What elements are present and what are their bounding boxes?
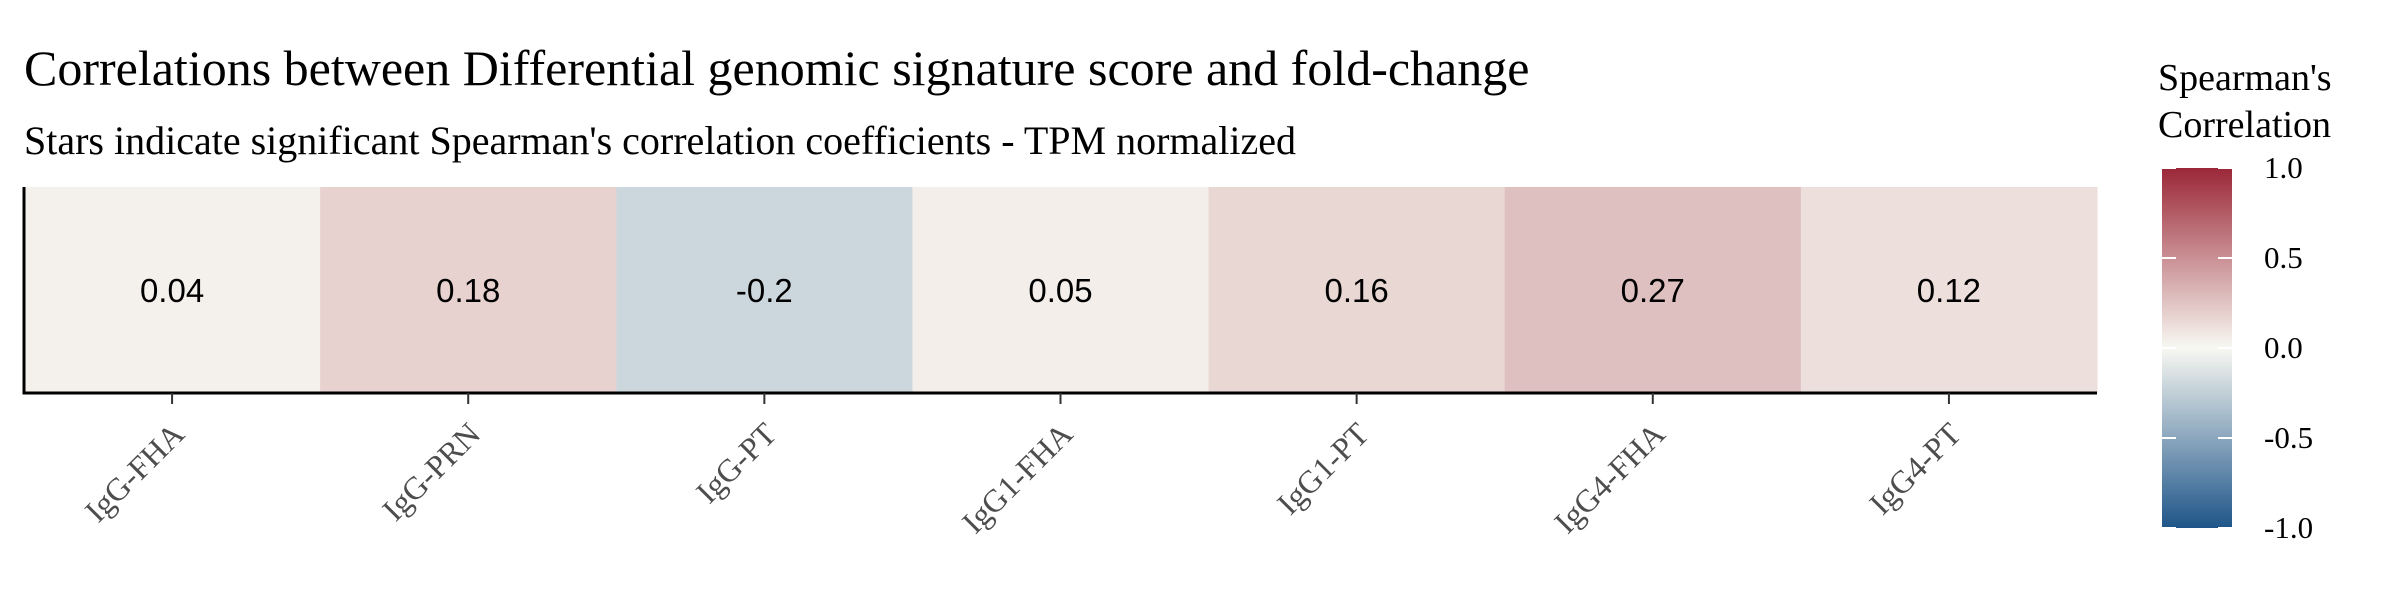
- legend-title-line-1: Spearman's: [2158, 57, 2332, 99]
- x-tick-label: IgG4-FHA: [1547, 415, 1672, 540]
- x-tick-label: IgG1-FHA: [955, 415, 1080, 540]
- legend-tick-label: 1.0: [2264, 150, 2303, 185]
- chart-title: Correlations between Differential genomi…: [24, 40, 1529, 96]
- heatmap-cell: [320, 187, 617, 393]
- x-tick-label: IgG1-PT: [1270, 415, 1376, 521]
- legend-tick-label: -1.0: [2264, 510, 2313, 545]
- cell-value-label: 0.18: [436, 272, 500, 309]
- heatmap-cell: [616, 187, 913, 393]
- legend-title-line-2: Correlation: [2158, 104, 2331, 146]
- legend-tick-label: 0.5: [2264, 240, 2303, 275]
- x-axis-ticks: IgG-FHA IgG-PRN IgG-PT IgG1-FHA IgG1-PT IgG4-…: [78, 393, 1968, 540]
- x-tick-label: IgG-FHA: [78, 415, 191, 528]
- x-tick-label: IgG-PT: [689, 415, 784, 510]
- x-tick-label: IgG-PRN: [375, 415, 487, 527]
- heatmap-cell: [1800, 187, 2098, 393]
- heatmap-cell: [912, 187, 1210, 393]
- cell-value-label: 0.27: [1621, 272, 1685, 309]
- legend-ticks: 1.0 0.5 0.0 -0.5 -1.0: [2162, 150, 2313, 545]
- cell-value-label: 0.04: [140, 272, 204, 309]
- chart-subtitle: Stars indicate significant Spearman's co…: [24, 118, 1296, 163]
- x-tick-label: IgG4-PT: [1862, 415, 1968, 521]
- legend-tick-label: -0.5: [2264, 420, 2313, 455]
- heatmap-cell: [1208, 187, 1506, 393]
- heatmap-cell: [24, 187, 321, 393]
- color-legend: Spearman's Correlation 1.0 0.5 0.0 -0.5 -1.0: [2158, 57, 2332, 545]
- cell-value-label: 0.16: [1325, 272, 1389, 309]
- legend-tick-label: 0.0: [2264, 330, 2303, 365]
- cell-value-label: 0.05: [1028, 272, 1092, 309]
- cell-value-label: -0.2: [736, 272, 793, 309]
- cell-value-label: 0.12: [1917, 272, 1981, 309]
- heatmap-cells: 0.04 0.18 -0.2 0.05 0.16 0.27 0.12: [24, 187, 2098, 393]
- heatmap-cell: [1504, 187, 1802, 393]
